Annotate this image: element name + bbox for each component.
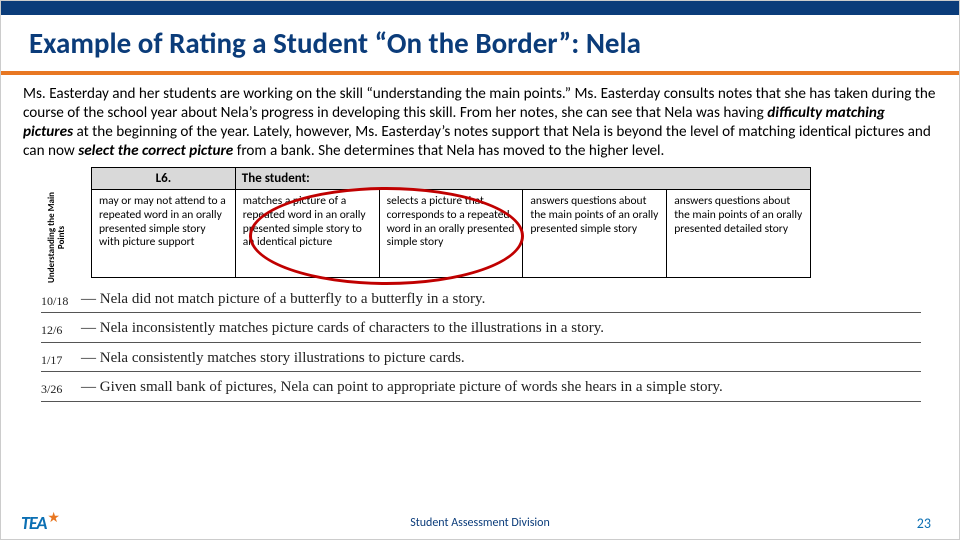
rubric-table: L6. The student: may or may not attend t…	[91, 167, 811, 278]
rubric-table-wrap: Understanding the Main Points L6. The st…	[91, 167, 811, 278]
note-date: 12/6	[41, 319, 81, 337]
body-run-3: from a bank. She determines that Nela ha…	[237, 142, 665, 160]
top-accent-bar	[1, 1, 959, 15]
rubric-code: L6.	[92, 168, 236, 190]
page-number: 23	[917, 515, 931, 532]
handwritten-notes: 10/18 — Nela did not match picture of a …	[41, 288, 959, 402]
note-row: 1/17 — Nela consistently matches story i…	[41, 347, 921, 372]
footer: TEA ★ Student Assessment Division 23	[1, 507, 959, 539]
note-text: — Given small bank of pictures, Nela can…	[81, 378, 921, 396]
note-row: 12/6 — Nela inconsistently matches pictu…	[41, 317, 921, 342]
note-date: 3/26	[41, 378, 81, 396]
note-date: 1/17	[41, 349, 81, 367]
rubric-cell: matches a picture of a repeated word in …	[235, 190, 379, 278]
rubric-cell: answers questions about the main points …	[667, 190, 811, 278]
rubric-cell: answers questions about the main points …	[523, 190, 667, 278]
emphasis-select: select the correct picture	[78, 142, 233, 160]
page-title: Example of Rating a Student “On the Bord…	[1, 15, 959, 71]
note-row: 10/18 — Nela did not match picture of a …	[41, 288, 921, 313]
footer-center: Student Assessment Division	[1, 516, 959, 530]
note-text: — Nela consistently matches story illust…	[81, 349, 921, 367]
note-text: — Nela inconsistently matches picture ca…	[81, 319, 921, 337]
body-paragraph: Ms. Easterday and her students are worki…	[1, 85, 959, 161]
rubric-cell: may or may not attend to a repeated word…	[92, 190, 236, 278]
note-text: — Nela did not match picture of a butter…	[81, 290, 921, 308]
title-underline	[1, 71, 959, 75]
note-date: 10/18	[41, 290, 81, 308]
rubric-header: The student:	[235, 168, 810, 190]
note-row: 3/26 — Given small bank of pictures, Nel…	[41, 376, 921, 401]
rubric-cell: selects a picture that corresponds to a …	[379, 190, 523, 278]
rubric-side-label: Understanding the Main Points	[47, 190, 67, 285]
